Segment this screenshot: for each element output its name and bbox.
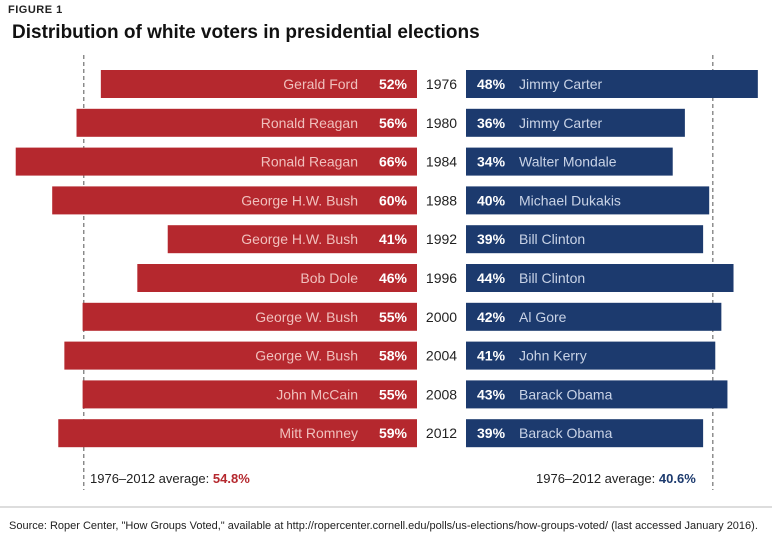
- value-label-left-2012: 59%: [379, 425, 408, 441]
- bar-right-2008: [466, 380, 728, 409]
- candidate-label-right-1984: Walter Mondale: [519, 154, 617, 170]
- year-label-1988: 1988: [426, 192, 457, 208]
- value-label-right-2000: 42%: [477, 309, 506, 325]
- year-label-2012: 2012: [426, 425, 457, 441]
- bar-left-1984: [15, 147, 417, 176]
- candidate-label-left-1976: Gerald Ford: [283, 76, 358, 92]
- bar-left-2000: [82, 302, 417, 331]
- value-label-right-2012: 39%: [477, 425, 506, 441]
- value-label-right-1996: 44%: [477, 270, 506, 286]
- value-label-left-1996: 46%: [379, 270, 408, 286]
- candidate-label-right-1996: Bill Clinton: [519, 270, 585, 286]
- value-label-right-1988: 40%: [477, 192, 506, 208]
- candidate-label-right-2008: Barack Obama: [519, 386, 613, 402]
- candidate-label-right-1976: Jimmy Carter: [519, 76, 603, 92]
- value-label-right-1976: 48%: [477, 76, 506, 92]
- candidate-label-left-2000: George W. Bush: [255, 309, 358, 325]
- candidate-label-right-2000: Al Gore: [519, 309, 567, 325]
- average-value-left: 54.8%: [213, 471, 250, 486]
- value-label-left-1976: 52%: [379, 76, 408, 92]
- bar-right-1980: [466, 108, 685, 137]
- average-label-left: 1976–2012 average: 54.8%: [90, 471, 250, 486]
- bar-left-2008: [82, 380, 417, 409]
- average-text-left: 1976–2012 average:: [90, 471, 213, 486]
- chart-title: Distribution of white voters in presiden…: [12, 22, 480, 43]
- year-label-1996: 1996: [426, 270, 457, 286]
- candidate-label-right-1980: Jimmy Carter: [519, 115, 603, 131]
- candidate-label-left-1988: George H.W. Bush: [241, 192, 358, 208]
- value-label-right-1980: 36%: [477, 115, 506, 131]
- value-label-left-1984: 66%: [379, 154, 408, 170]
- candidate-label-left-2012: Mitt Romney: [279, 425, 358, 441]
- bar-right-1976: [466, 70, 758, 98]
- average-label-right: 1976–2012 average: 40.6%: [536, 471, 696, 486]
- year-label-1976: 1976: [426, 76, 457, 92]
- value-label-left-1992: 41%: [379, 231, 408, 247]
- bar-left-1980: [76, 108, 418, 137]
- candidate-label-right-2004: John Kerry: [519, 348, 587, 364]
- candidate-label-left-1984: Ronald Reagan: [261, 154, 358, 170]
- year-label-1980: 1980: [426, 115, 457, 131]
- candidate-label-left-1980: Ronald Reagan: [261, 115, 358, 131]
- diverging-bar-chart: 52% Gerald Ford 1976 48% Jimmy Carter 56% Rona…: [0, 55, 772, 508]
- candidate-label-left-1996: Bob Dole: [300, 270, 358, 286]
- value-label-right-1984: 34%: [477, 154, 506, 170]
- bar-right-2012: [466, 419, 704, 448]
- candidate-label-left-1992: George H.W. Bush: [241, 231, 358, 247]
- candidate-label-right-1988: Michael Dukakis: [519, 192, 621, 208]
- bar-right-1988: [466, 186, 710, 215]
- value-label-left-2004: 58%: [379, 348, 408, 364]
- value-label-left-2000: 55%: [379, 309, 408, 325]
- bar-left-2004: [64, 341, 418, 370]
- year-label-1992: 1992: [426, 231, 457, 247]
- year-label-2000: 2000: [426, 309, 457, 325]
- bar-left-1992: [167, 225, 417, 254]
- bar-left-1976: [100, 70, 417, 98]
- value-label-right-1992: 39%: [477, 231, 506, 247]
- year-label-1984: 1984: [426, 154, 457, 170]
- year-label-2004: 2004: [426, 348, 457, 364]
- candidate-label-right-1992: Bill Clinton: [519, 231, 585, 247]
- bar-right-2000: [466, 302, 722, 331]
- value-label-left-1988: 60%: [379, 192, 408, 208]
- value-label-right-2008: 43%: [477, 386, 506, 402]
- bar-left-1996: [137, 264, 417, 292]
- bar-right-2004: [466, 341, 716, 370]
- figure-label: FIGURE 1: [8, 4, 63, 16]
- bar-right-1984: [466, 147, 673, 176]
- value-label-left-2008: 55%: [379, 386, 408, 402]
- bar-right-1992: [466, 225, 704, 254]
- average-value-right: 40.6%: [659, 471, 696, 486]
- source-note: Source: Roper Center, "How Groups Voted,…: [9, 520, 758, 532]
- value-label-right-2004: 41%: [477, 348, 506, 364]
- year-label-2008: 2008: [426, 386, 457, 402]
- bar-left-2012: [58, 419, 417, 448]
- candidate-label-right-2012: Barack Obama: [519, 425, 613, 441]
- average-text-right: 1976–2012 average:: [536, 471, 659, 486]
- bar-right-1996: [466, 264, 734, 292]
- bar-left-1988: [52, 186, 417, 215]
- candidate-label-left-2008: John McCain: [276, 386, 358, 402]
- value-label-left-1980: 56%: [379, 115, 408, 131]
- candidate-label-left-2004: George W. Bush: [255, 348, 358, 364]
